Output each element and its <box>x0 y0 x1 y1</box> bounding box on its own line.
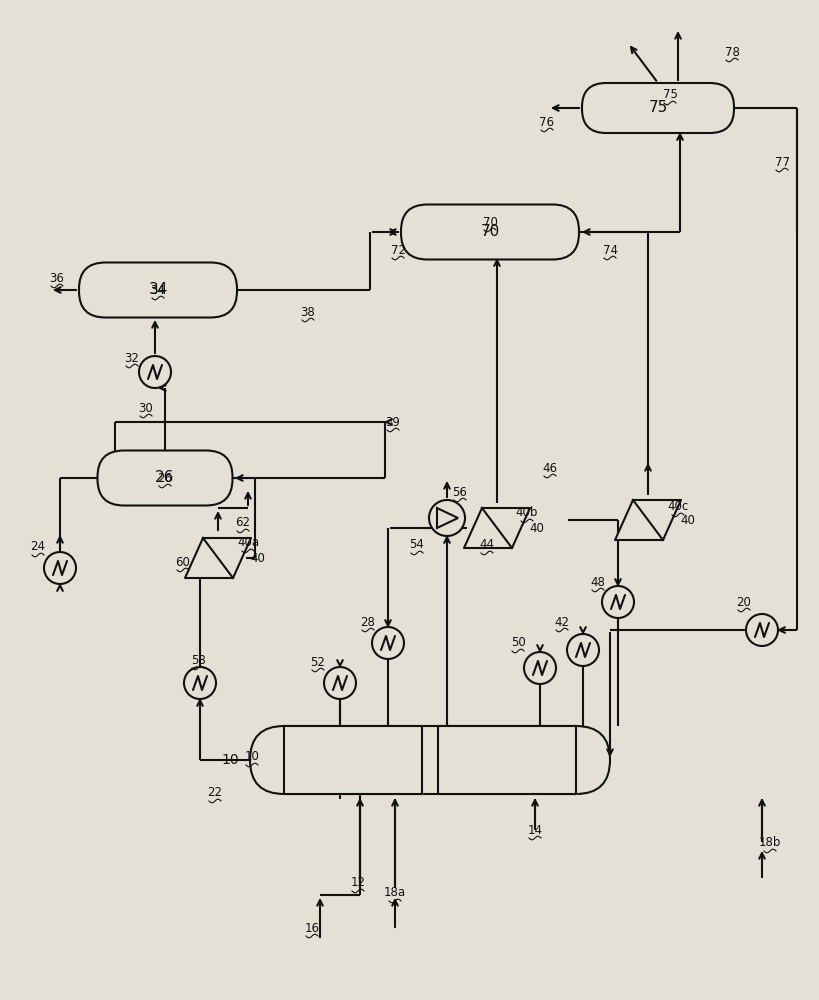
Text: 18b: 18b <box>759 836 781 850</box>
Polygon shape <box>437 508 458 528</box>
Text: 38: 38 <box>301 306 315 318</box>
FancyBboxPatch shape <box>582 83 734 133</box>
Polygon shape <box>464 508 530 548</box>
Text: 26: 26 <box>157 472 173 485</box>
Text: 36: 36 <box>50 271 65 284</box>
Text: 74: 74 <box>603 243 618 256</box>
Circle shape <box>324 667 356 699</box>
Text: 62: 62 <box>236 516 251 530</box>
Circle shape <box>44 552 76 584</box>
FancyBboxPatch shape <box>401 205 579 259</box>
Polygon shape <box>615 500 681 540</box>
Text: 10: 10 <box>221 753 239 767</box>
Text: 42: 42 <box>554 615 569 629</box>
Text: 75: 75 <box>649 101 667 115</box>
Polygon shape <box>185 538 251 578</box>
Text: 22: 22 <box>207 786 223 800</box>
Text: 40a: 40a <box>237 536 259 550</box>
Text: 77: 77 <box>775 155 790 168</box>
Text: 72: 72 <box>391 243 405 256</box>
Text: 34: 34 <box>148 282 168 298</box>
Text: 76: 76 <box>540 115 554 128</box>
Text: 10: 10 <box>245 750 260 764</box>
Text: 70: 70 <box>482 216 497 229</box>
Circle shape <box>429 500 465 536</box>
Text: 60: 60 <box>175 556 191 568</box>
Text: 18a: 18a <box>384 886 406 900</box>
Text: 20: 20 <box>736 595 752 608</box>
Text: 16: 16 <box>305 922 319 934</box>
FancyBboxPatch shape <box>250 726 610 794</box>
Circle shape <box>746 614 778 646</box>
Text: 75: 75 <box>663 89 677 102</box>
Circle shape <box>139 356 171 388</box>
FancyBboxPatch shape <box>79 262 237 318</box>
Text: 34: 34 <box>151 284 165 296</box>
Text: 52: 52 <box>310 656 325 668</box>
Text: 32: 32 <box>124 352 139 364</box>
Text: 14: 14 <box>527 824 542 836</box>
Text: 40c: 40c <box>667 500 689 514</box>
Text: 40: 40 <box>680 514 695 526</box>
Text: 56: 56 <box>453 486 468 498</box>
Text: 40: 40 <box>529 522 544 534</box>
Text: 48: 48 <box>590 576 605 588</box>
Circle shape <box>372 627 404 659</box>
Text: 50: 50 <box>510 637 525 650</box>
Text: 40: 40 <box>250 552 265 564</box>
Circle shape <box>567 634 599 666</box>
Text: 44: 44 <box>479 538 495 552</box>
Text: 58: 58 <box>191 654 206 666</box>
Text: 46: 46 <box>542 462 558 475</box>
Circle shape <box>184 667 216 699</box>
Circle shape <box>602 586 634 618</box>
Text: 24: 24 <box>30 540 46 554</box>
Text: 78: 78 <box>725 45 740 58</box>
Text: 39: 39 <box>386 416 400 428</box>
Text: 28: 28 <box>360 615 375 629</box>
Text: 26: 26 <box>156 471 174 486</box>
Polygon shape <box>438 726 576 794</box>
Polygon shape <box>284 726 422 794</box>
Text: 54: 54 <box>410 538 424 552</box>
Circle shape <box>524 652 556 684</box>
Text: 70: 70 <box>481 225 500 239</box>
Text: 40b: 40b <box>516 506 538 520</box>
Text: 30: 30 <box>138 401 153 414</box>
FancyBboxPatch shape <box>97 450 233 506</box>
Text: 12: 12 <box>351 876 365 890</box>
